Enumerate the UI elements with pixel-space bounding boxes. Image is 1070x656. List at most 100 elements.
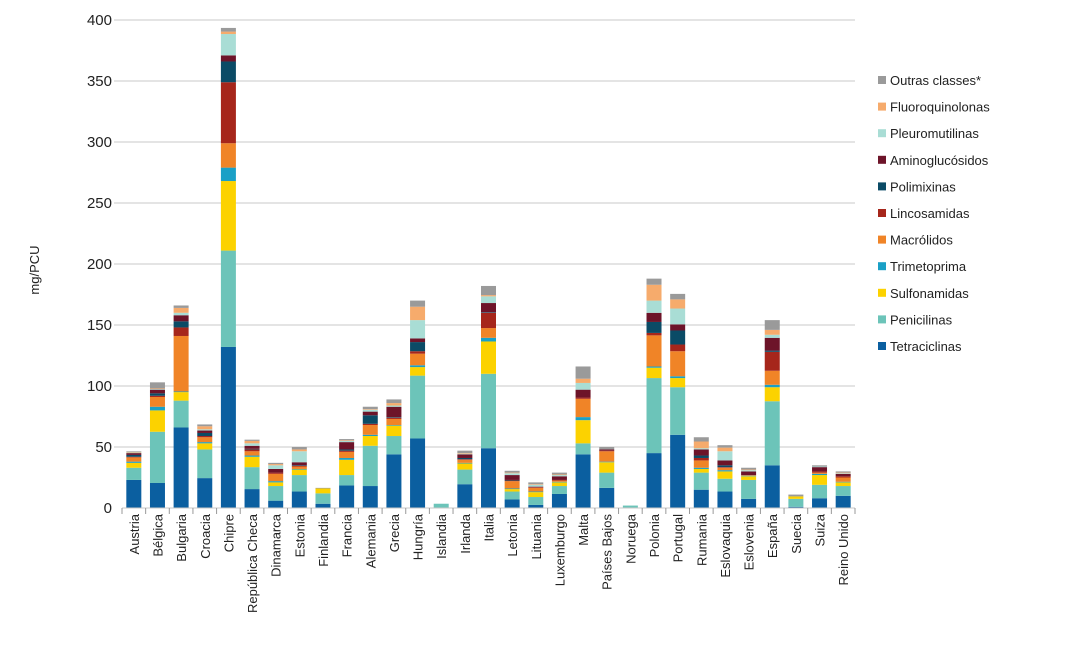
- bar-segment: [575, 398, 591, 418]
- bar-segment: [457, 450, 473, 454]
- x-tick-label: Bélgica: [150, 513, 165, 556]
- bar-segment: [126, 461, 142, 463]
- x-tick-label: Estonia: [292, 513, 307, 557]
- bar-segment: [575, 420, 591, 444]
- bar-segment: [410, 367, 426, 376]
- bar-segment: [220, 181, 236, 251]
- bar-segment: [670, 434, 686, 508]
- bar-segment: [575, 382, 591, 390]
- bar-segment: [197, 432, 213, 437]
- bar-segment: [126, 467, 142, 480]
- bar-segment: [764, 329, 780, 335]
- x-tick-label: Dinamarca: [269, 513, 284, 577]
- bar-stack-Eslovenia: [741, 467, 757, 508]
- legend-item: Trimetoprima: [878, 259, 967, 274]
- bar-segment: [764, 350, 780, 352]
- bar-segment: [362, 434, 378, 437]
- bar-segment: [528, 487, 544, 488]
- bar-segment: [291, 468, 307, 470]
- bar-segment: [220, 31, 236, 35]
- legend-item: Fluoroquinolonas: [878, 100, 990, 115]
- bar-segment: [835, 486, 851, 496]
- bar-stack-Grecia: [386, 399, 402, 508]
- bar-segment: [741, 479, 757, 499]
- x-tick-label: Suecia: [789, 513, 804, 554]
- bar-segment: [551, 493, 567, 508]
- legend-label: Tetraciclinas: [890, 339, 962, 354]
- bar-segment: [599, 447, 615, 450]
- bar-segment: [197, 426, 213, 430]
- legend-label: Pleuromutilinas: [890, 126, 979, 141]
- bar-stack-Estonia: [291, 447, 307, 508]
- bar-stack-Croacia: [197, 424, 213, 508]
- bar-segment: [646, 367, 662, 379]
- bar-stack-Letonia: [504, 470, 520, 508]
- bar-segment: [173, 327, 189, 336]
- bar-segment: [481, 341, 496, 374]
- bar-segment: [717, 467, 733, 468]
- bar-segment: [646, 284, 662, 301]
- legend-label: Sulfonamidas: [890, 286, 969, 301]
- bar-segment: [717, 447, 733, 452]
- bar-segment: [268, 481, 284, 483]
- bar-segment: [126, 451, 142, 452]
- bar-segment: [126, 456, 142, 458]
- bar-segment: [599, 461, 615, 463]
- bar-stack-Dinamarca: [268, 462, 284, 508]
- y-tick-label: 200: [87, 256, 112, 273]
- bar-segment: [835, 471, 851, 473]
- bar-segment: [244, 448, 260, 450]
- x-tick-label: Chipre: [221, 514, 236, 552]
- bar-segment: [339, 457, 355, 460]
- legend-swatch: [878, 315, 886, 324]
- bar-segment: [481, 296, 496, 304]
- bar-segment: [173, 307, 189, 313]
- bar-segment: [693, 455, 709, 458]
- bar-segment: [197, 424, 213, 427]
- x-axis: Austria Bélgica Bulgaria Croacia Chipre Repúb…: [121, 507, 856, 613]
- bar-segment: [220, 346, 236, 508]
- bar-segment: [764, 320, 780, 330]
- bar-segment: [220, 250, 236, 347]
- bar-segment: [504, 499, 520, 508]
- bar-segment: [812, 471, 828, 473]
- bar-segment: [126, 453, 142, 455]
- bar-segment: [386, 417, 402, 419]
- bar-segment: [197, 429, 213, 431]
- bar-segment: [788, 496, 804, 499]
- bar-segment: [149, 382, 165, 389]
- bar-segment: [693, 449, 709, 456]
- bar-segment: [481, 328, 496, 338]
- legend-label: Macrólidos: [890, 233, 953, 248]
- legend-item: Lincosamidas: [878, 206, 970, 221]
- bar-segment: [126, 451, 142, 453]
- bar-segment: [693, 460, 709, 468]
- x-tick-label: Letonia: [505, 513, 520, 556]
- bar-segment: [812, 466, 828, 468]
- bar-segment: [433, 503, 449, 508]
- bar-stack-Lituania: [528, 482, 544, 508]
- bar-segment: [410, 353, 426, 366]
- bar-segment: [244, 455, 260, 457]
- bar-segment: [197, 442, 213, 444]
- bar-segment: [268, 486, 284, 501]
- bar-segment: [646, 321, 662, 333]
- bar-segment: [764, 351, 780, 371]
- bar-segment: [528, 484, 544, 487]
- bar-segment: [339, 450, 355, 452]
- bar-segment: [386, 417, 402, 418]
- bar-stack-Eslovaquia: [717, 445, 733, 508]
- bar-segment: [646, 278, 662, 285]
- bar-segment: [551, 479, 567, 481]
- bar-segment: [149, 410, 165, 432]
- legend-swatch: [878, 155, 886, 164]
- bar-stack-Reino Unido: [835, 471, 851, 508]
- bar-segment: [362, 415, 378, 424]
- bar-segment: [126, 457, 142, 462]
- bar-segment: [244, 439, 260, 441]
- legend-item: Pleuromutilinas: [878, 126, 979, 141]
- bar-segment: [528, 504, 544, 508]
- bar-segment: [693, 467, 709, 469]
- legend-swatch: [878, 182, 886, 191]
- legend-item: Outras classes*: [878, 73, 981, 88]
